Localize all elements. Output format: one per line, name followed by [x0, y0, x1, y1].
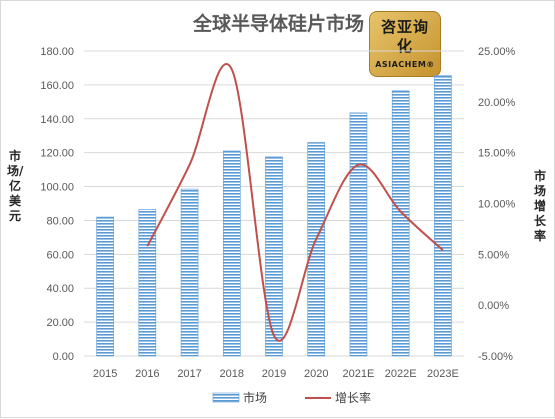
x-tick-label: 2023E: [427, 368, 459, 380]
bar-market: [307, 142, 326, 357]
y-left-tick-label: 100.00: [40, 182, 74, 194]
y-left-tick-label: 80.00: [46, 215, 74, 227]
legend-label-market: 市场: [243, 390, 267, 405]
y-right-tick-label: 25.00%: [478, 46, 516, 58]
bar-market: [96, 216, 114, 357]
y-left-tick-label: 180.00: [40, 46, 74, 58]
legend-swatch-market: [212, 392, 240, 403]
y-axis-left-label: 市场/亿美元: [7, 149, 24, 223]
bar-market: [222, 150, 241, 357]
y-left-tick-label: 140.00: [40, 114, 74, 126]
bar-market: [265, 156, 283, 357]
y-axis-right-label: 市场增长率: [533, 169, 546, 243]
y-left-tick-label: 160.00: [40, 80, 74, 92]
x-tick-label: 2017: [177, 368, 201, 380]
bar-market: [391, 90, 410, 357]
x-tick-label: 2020: [304, 368, 328, 380]
x-tick-label: 2022E: [385, 368, 417, 380]
y-right-tick-label: 5.00%: [478, 249, 509, 261]
legend-label-growth: 增长率: [335, 390, 371, 405]
bar-market: [138, 209, 157, 357]
y-left-tick-label: 120.00: [40, 148, 74, 160]
logo-english-text: ASIACHEM®: [375, 60, 435, 69]
bar-market: [349, 112, 368, 357]
line-growth-rate: [146, 63, 444, 342]
x-tick-label: 2018: [220, 368, 244, 380]
chart-title: 全球半导体硅片市场: [192, 13, 364, 35]
y-left-tick-label: 40.00: [46, 283, 74, 295]
bar-market: [434, 75, 452, 357]
asiachem-logo: 咨亚询化 ASIACHEM®: [369, 11, 441, 77]
y-left-tick-label: 60.00: [46, 249, 74, 261]
y-left-tick-label: 20.00: [46, 317, 74, 329]
x-tick-label: 2016: [135, 368, 159, 380]
y-right-tick-label: 10.00%: [478, 199, 516, 211]
x-tick-label: 2019: [262, 368, 286, 380]
y-right-tick-label: 0.00%: [478, 300, 509, 312]
y-right-tick-label: 20.00%: [478, 97, 516, 109]
y-left-tick-label: 0.00: [53, 351, 74, 363]
x-tick-label: 2015: [93, 368, 117, 380]
y-right-tick-label: 15.00%: [478, 148, 516, 160]
y-right-tick-label: -5.00%: [478, 351, 513, 363]
x-tick-label: 2021E: [343, 368, 375, 380]
bar-market: [180, 188, 199, 357]
